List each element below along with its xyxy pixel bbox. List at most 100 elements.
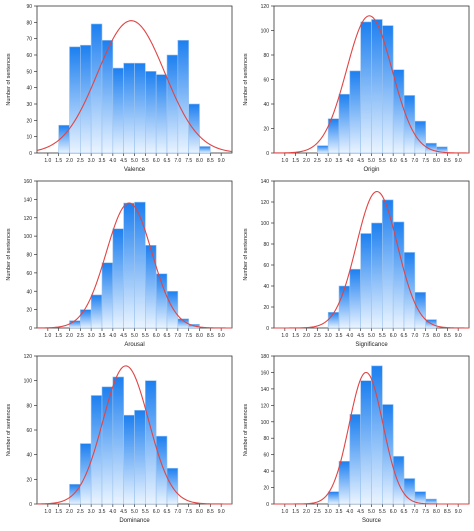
y-tick-label: 90 [26,4,32,10]
histogram-bar [155,435,168,505]
x-tick-label: 5.5 [379,158,386,164]
histogram-bar [123,202,135,329]
y-tick-label: 40 [26,453,32,459]
y-tick-label: 60 [263,263,269,269]
chart-svg: 0 10 20 30 40 50 60 70 80 90 1.0 1.5 2.0 2.5 3.0 3.5 4.0… [6,4,233,173]
histogram-bar [145,245,157,329]
x-tick-label: 6.5 [401,158,408,164]
y-tick-label: 80 [263,436,269,442]
histogram-bar [403,478,416,505]
y-tick-label: 20 [26,477,32,483]
x-axis-label: Valence [124,167,146,173]
histogram-valence: 0 10 20 30 40 50 60 70 80 90 1.0 1.5 2.0 2.5 3.0 3.5 4.0… [0,0,237,175]
y-tick-label: 0 [266,326,269,332]
x-tick-label: 9.0 [455,509,462,515]
y-tick-label: 20 [263,305,269,311]
x-axis-label: Source [362,518,382,524]
x-tick-label: 1.5 [55,509,62,515]
x-axis-label: Significance [355,342,388,348]
x-tick-label: 8.0 [433,158,440,164]
y-axis-label: Number of sentences [243,228,249,281]
histogram-bar [101,39,114,154]
y-tick-label: 70 [26,37,32,43]
x-tick-label: 9.0 [218,333,225,339]
x-tick-label: 7.5 [422,333,429,339]
histogram-bar [112,376,124,505]
x-tick-label: 5.5 [379,509,386,515]
x-tick-label: 6.0 [390,333,397,339]
x-tick-label: 6.5 [164,333,171,339]
x-tick-label: 2.5 [77,158,84,164]
y-tick-label: 100 [261,420,270,426]
y-tick-label: 120 [261,403,270,409]
x-tick-label: 8.0 [196,158,203,164]
x-tick-label: 3.5 [336,509,343,515]
x-tick-label: 3.0 [88,333,95,339]
histogram-bar [80,309,92,329]
y-tick-label: 0 [266,502,269,508]
x-tick-label: 9.0 [218,509,225,515]
histogram-bar [188,103,200,154]
x-tick-label: 2.5 [77,509,84,515]
histogram-bar [371,222,383,329]
normal-curve [36,20,233,153]
x-tick-label: 8.5 [207,333,214,339]
y-tick-label: 0 [29,326,32,332]
x-tick-label: 8.0 [433,333,440,339]
histogram-bar [90,395,103,505]
chart-svg: 0 20 40 60 80 100 120 1.0 1.5 2.0 2.5 3.0 3.5 4.0 4.5 5… [243,4,470,173]
histogram-bar [392,69,405,154]
x-tick-label: 9.0 [455,333,462,339]
x-tick-label: 8.5 [444,509,451,515]
x-tick-label: 4.0 [109,333,116,339]
y-tick-label: 30 [26,102,32,108]
y-tick-label: 120 [261,4,270,10]
chart-svg: 0 20 40 60 80 100 120 140 160 180 1.0 1.5 2.0 2.5 3.0 3… [243,354,470,524]
y-tick-label: 20 [26,308,32,314]
y-tick-label: 80 [263,242,269,248]
y-tick-label: 60 [26,53,32,59]
histogram-bar [134,409,146,505]
x-tick-label: 1.0 [44,509,51,515]
histogram-bar [177,39,189,154]
y-axis-label: Number of sentences [243,53,249,106]
x-tick-label: 6.5 [164,158,171,164]
y-tick-label: 60 [263,453,269,459]
y-tick-label: 80 [26,20,32,26]
x-tick-label: 1.5 [55,158,62,164]
x-tick-label: 7.5 [185,509,192,515]
histogram-bar [382,404,394,505]
histogram-bar [338,285,351,329]
y-tick-label: 50 [26,69,32,75]
x-tick-label: 7.5 [185,333,192,339]
x-tick-label: 5.5 [379,333,386,339]
x-tick-label: 8.5 [444,158,451,164]
x-tick-label: 4.0 [109,509,116,515]
histogram-bar [414,292,426,329]
y-tick-label: 60 [263,78,269,84]
x-tick-label: 3.0 [325,158,332,164]
x-tick-label: 8.5 [207,158,214,164]
y-tick-label: 100 [24,234,33,240]
histogram-bar [360,21,372,154]
x-tick-label: 4.0 [346,158,353,164]
x-tick-label: 6.0 [390,158,397,164]
x-tick-label: 8.0 [433,509,440,515]
x-tick-label: 7.5 [422,158,429,164]
y-tick-label: 60 [26,428,32,434]
chart-svg: 0 20 40 60 80 100 120 1.0 1.5 2.0 2.5 3.0 3.5 4.0 4.5 5… [6,354,233,524]
x-tick-label: 1.5 [292,509,299,515]
histogram-bar [112,67,124,154]
x-tick-label: 6.0 [390,509,397,515]
histogram-origin: 0 20 40 60 80 100 120 1.0 1.5 2.0 2.5 3.0 3.5 4.0 4.5 5… [237,0,474,175]
chart-svg: 0 20 40 60 80 100 120 140 1.0 1.5 2.0 2.5 3.0 3.5 4.0 4… [243,179,470,348]
histogram-bar [414,491,426,505]
x-tick-label: 7.0 [174,509,181,515]
normal-curve [36,202,233,329]
y-tick-label: 40 [263,284,269,290]
histogram-bar [134,62,146,154]
x-tick-label: 4.5 [357,333,364,339]
histogram-dominance: 0 20 40 60 80 100 120 1.0 1.5 2.0 2.5 3.0 3.5 4.0 4.5 5… [0,350,237,526]
x-tick-label: 2.5 [77,333,84,339]
histogram-bar [90,23,103,154]
